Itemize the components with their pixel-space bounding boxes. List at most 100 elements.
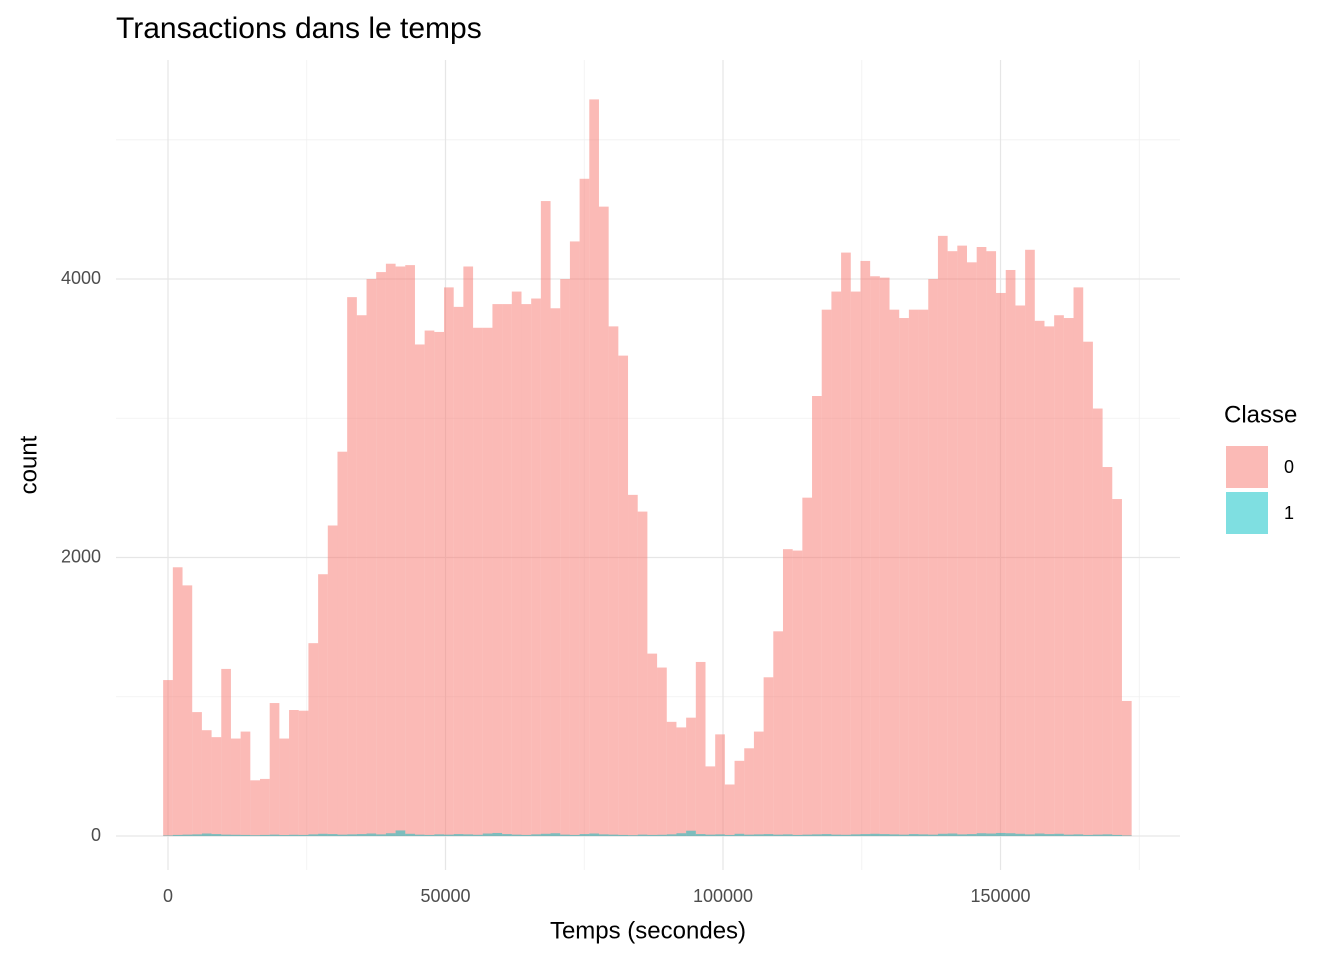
bar <box>163 680 173 837</box>
bar <box>473 327 483 837</box>
y-tick-label: 0 <box>91 825 101 845</box>
bar <box>463 834 474 837</box>
bar <box>366 833 377 837</box>
bar <box>385 263 396 837</box>
bar <box>318 833 328 837</box>
bar <box>908 834 919 837</box>
bar <box>1112 834 1122 837</box>
bar <box>782 549 793 837</box>
bar <box>1121 835 1132 837</box>
bar <box>879 277 890 837</box>
bar <box>579 178 590 837</box>
bar <box>1063 318 1074 837</box>
bar <box>753 834 764 837</box>
bar <box>395 266 406 837</box>
bar <box>937 235 948 837</box>
bar <box>540 833 551 837</box>
x-tick-label: 0 <box>163 886 173 906</box>
bar <box>172 567 183 837</box>
bar <box>647 834 658 837</box>
bar <box>502 304 512 837</box>
bar <box>1005 833 1016 837</box>
bar <box>802 834 813 837</box>
bar <box>831 291 842 837</box>
bar <box>695 661 706 837</box>
x-tick-label: 50000 <box>420 886 470 906</box>
bar <box>589 99 599 837</box>
bar <box>637 834 648 837</box>
bar <box>163 835 173 837</box>
bar <box>221 834 231 837</box>
bar <box>628 835 638 837</box>
bar <box>492 832 503 837</box>
bar <box>1092 408 1103 837</box>
bar <box>976 833 987 837</box>
bar <box>327 525 338 837</box>
bar <box>560 279 570 837</box>
bar <box>192 834 202 837</box>
bar <box>444 287 454 837</box>
bar <box>705 766 716 837</box>
bar <box>598 206 609 837</box>
bar <box>289 834 299 837</box>
bar <box>230 738 241 837</box>
bar <box>1102 467 1113 837</box>
bar <box>695 834 706 837</box>
bar <box>792 834 803 837</box>
bar <box>230 834 241 837</box>
bar <box>1063 834 1074 837</box>
bar <box>240 834 251 837</box>
bar <box>279 738 290 837</box>
bar <box>182 585 193 837</box>
bar <box>250 780 261 837</box>
bar <box>1034 320 1045 837</box>
bar <box>976 247 987 837</box>
bar <box>812 834 822 837</box>
bar <box>337 834 348 837</box>
bar <box>347 834 357 837</box>
bar <box>705 834 716 837</box>
bar <box>1112 499 1122 837</box>
bar <box>414 344 425 837</box>
bar <box>1092 834 1103 837</box>
y-axis-title: count <box>15 435 42 494</box>
bar <box>424 834 435 837</box>
bar <box>1015 305 1026 837</box>
bar <box>511 834 522 837</box>
bar <box>298 834 309 837</box>
legend-label: 0 <box>1284 457 1294 477</box>
bar <box>1005 269 1016 837</box>
y-tick-label: 4000 <box>61 268 101 288</box>
bar <box>918 834 929 837</box>
bar <box>1083 834 1093 837</box>
bar <box>376 834 386 837</box>
bar <box>260 778 270 837</box>
bar <box>666 834 677 837</box>
bar <box>298 710 309 837</box>
bar <box>1025 249 1035 837</box>
bar <box>889 834 900 837</box>
bar <box>356 315 367 837</box>
bar <box>676 727 687 837</box>
bar <box>686 830 696 837</box>
bar <box>347 297 357 837</box>
bar <box>201 730 212 837</box>
bar <box>1044 834 1055 837</box>
bar <box>957 245 967 837</box>
x-tick-label: 100000 <box>693 886 753 906</box>
bar <box>618 834 629 837</box>
bar <box>870 276 880 837</box>
bar <box>318 574 328 837</box>
bar <box>1121 700 1132 837</box>
bar <box>569 834 580 837</box>
bar <box>937 833 948 837</box>
bar <box>841 252 851 837</box>
legend-swatch <box>1226 492 1268 534</box>
bar <box>821 834 832 837</box>
bar <box>1083 341 1093 837</box>
bar <box>269 703 280 837</box>
bar <box>356 834 367 837</box>
bar <box>337 451 348 837</box>
bar <box>724 834 735 837</box>
